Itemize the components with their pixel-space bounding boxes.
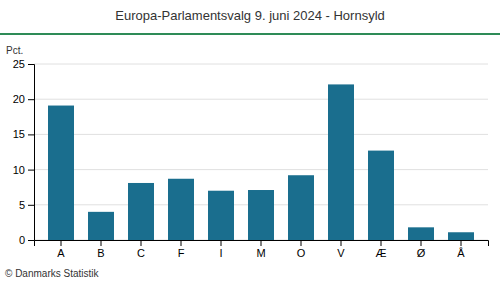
x-tick-mark [341,240,342,246]
title: Europa-Parlamentsvalg 9. juni 2024 - Hor… [115,8,385,23]
x-tick-label: C [137,247,145,259]
y-tick-label: 5 [19,199,25,211]
bar [288,175,314,240]
grid-line [34,169,488,170]
x-tick: F [178,240,185,259]
x-tick-mark [141,240,142,246]
y-tick-mark [28,99,34,100]
y-tick: 25 [13,58,34,70]
y-tick-mark [28,64,34,65]
x-tick-label: Ø [417,247,426,259]
bar [368,151,394,240]
bar [128,183,154,240]
x-tick: B [97,240,104,259]
x-tick: V [337,240,345,259]
x-tick-mark [101,240,102,246]
bar [88,212,114,240]
bars [48,84,474,240]
bar [448,232,474,240]
y-tick: 5 [19,199,34,211]
bar [48,106,74,240]
x-tick-label: V [337,247,345,259]
axis-line [35,241,489,247]
x-tick: M [256,240,265,259]
bar [168,179,194,240]
grid-line [34,134,488,135]
x-tick-mark [221,240,222,246]
x-tick-label: A [57,247,65,259]
y-tick-label: 15 [13,128,25,140]
title-rule [0,33,500,35]
y-tick: 0 [19,234,34,246]
x-tick-label: O [297,247,306,259]
y-tick: 15 [13,128,34,140]
y-tick-label: 25 [13,58,25,70]
grid-line [34,99,488,100]
grid [34,64,488,240]
y-tick: 20 [13,93,34,105]
bar [408,227,434,240]
grid-line [34,64,488,65]
x-tick-label: Æ [376,247,387,259]
x-tick-label: I [219,247,222,259]
x-tick: I [219,240,222,259]
x-tick-mark [181,240,182,246]
x-tick: Æ [376,240,387,259]
y-tick-mark [28,205,34,206]
x-tick: Ø [417,240,426,259]
x-tick-mark [381,240,382,246]
x-tick-mark [261,240,262,246]
x-tick-mark [421,240,422,246]
y-tick-mark [28,240,34,241]
chart: Europa-Parlamentsvalg 9. juni 2024 - Hor… [0,0,500,282]
x-tick-mark [461,240,462,246]
x-tick-label: B [97,247,104,259]
y-tick-mark [28,170,34,171]
x-tick-label: Å [457,247,465,259]
y-axis: 0 5 10 15 20 25 [13,58,35,246]
x-tick: C [137,240,145,259]
bar [328,84,354,240]
y-tick-label: 0 [19,234,25,246]
y-tick-label: 20 [13,93,25,105]
footer: © Danmarks Statistik [5,268,100,279]
y-label: Pct. [6,45,23,56]
y-tick-label: 10 [13,164,25,176]
x-axis: ABCFIMOVÆØÅ [35,240,489,259]
x-tick-label: M [256,247,265,259]
x-tick: O [297,240,306,259]
x-tick: Å [457,240,465,259]
bar [208,191,234,240]
y-tick-mark [28,134,34,135]
x-tick-label: F [178,247,185,259]
x-tick-mark [301,240,302,246]
y-tick: 10 [13,164,34,176]
plot: 0 5 10 15 20 25 A B C F I M O V Æ Ø Å [13,58,489,259]
axis-line [28,65,35,241]
x-tick: A [57,240,65,259]
bar [248,190,274,240]
x-tick-mark [61,240,62,246]
